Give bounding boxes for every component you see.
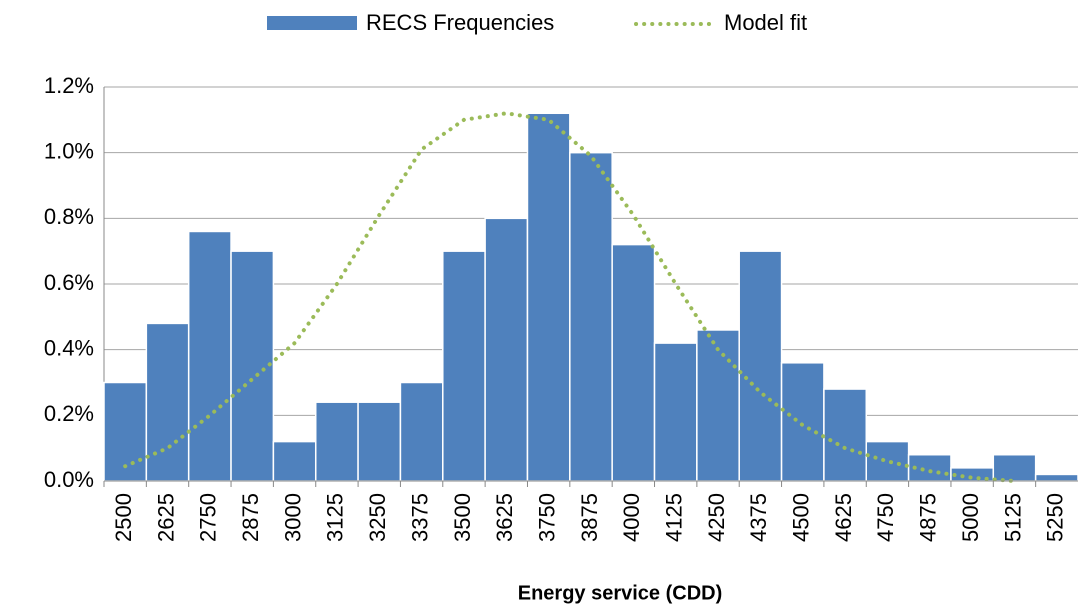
x-tick-label: 4125 [662,493,687,542]
x-tick-label: 2625 [153,493,178,542]
x-axis-title: Energy service (CDD) [518,582,723,604]
x-tick-label: 4000 [619,493,644,542]
x-tick-label: 3625 [492,493,517,542]
y-tick-label: 1.0% [44,138,94,163]
bar [314,401,359,482]
x-tick-label: 3875 [577,493,602,542]
x-tick-label: 4750 [873,493,898,542]
bar [357,401,402,482]
legend-label: RECS Frequencies [366,10,554,35]
x-tick-label: 3000 [280,493,305,542]
bar [653,342,698,482]
y-tick-label: 0.0% [44,467,94,492]
bar [992,453,1037,482]
bar [738,250,783,482]
fit-line [123,111,1017,483]
y-tick-label: 0.8% [44,204,94,229]
bar [526,112,571,482]
bar [780,362,825,482]
y-tick-label: 0.6% [44,270,94,295]
bar [865,440,910,482]
x-tick-label: 4500 [789,493,814,542]
bar [1034,473,1079,482]
bar [569,151,613,482]
x-tick-label: 3125 [323,493,348,542]
x-tick-label: 4875 [916,493,941,542]
y-tick-label: 0.4% [44,335,94,360]
x-tick-label: 5250 [1043,493,1068,542]
bar [272,440,317,482]
x-tick-label: 4375 [746,493,771,542]
x-tick-label: 3750 [534,493,559,542]
x-tick-label: 2750 [196,493,221,542]
legend-swatch [267,16,357,30]
x-tick-label: 5000 [958,493,983,542]
y-tick-label: 1.2% [44,73,94,98]
x-tick-label: 3500 [450,493,475,542]
legend-label: Model fit [724,10,807,35]
bar [611,243,656,482]
x-tick-label: 3375 [407,493,432,542]
x-tick-label: 2875 [238,493,263,542]
bar [230,250,275,482]
bar [484,217,529,482]
x-tick-label: 4250 [704,493,729,542]
x-tick-label: 5125 [1000,493,1025,542]
x-tick-label: 2500 [111,493,136,542]
bar [696,329,740,482]
y-tick-label: 0.2% [44,401,94,426]
bar [442,250,486,482]
bar [145,322,190,482]
bar [187,230,232,482]
x-tick-label: 3250 [365,493,390,542]
bar [823,388,868,482]
x-tick-label: 4625 [831,493,856,542]
bar [399,381,444,482]
